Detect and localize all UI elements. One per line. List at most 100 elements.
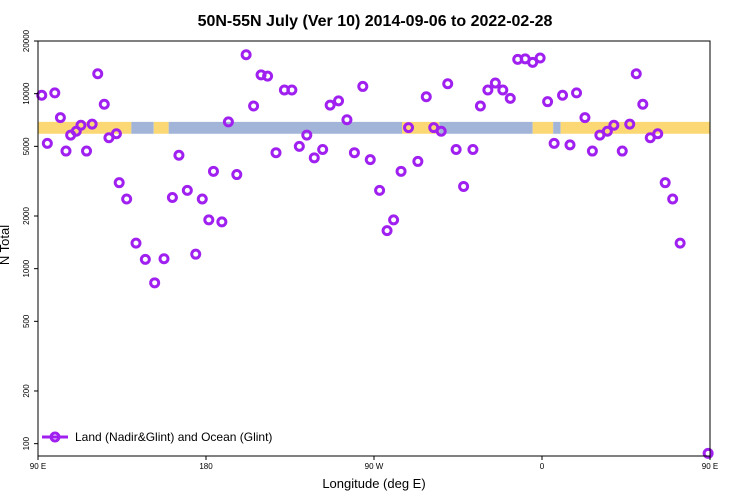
data-point bbox=[301, 129, 313, 141]
data-point bbox=[482, 84, 494, 96]
y-tick-label: 100 bbox=[22, 436, 31, 450]
band-segment-ocean bbox=[439, 121, 533, 134]
data-point bbox=[403, 122, 415, 134]
x-tick-label: 90 W bbox=[365, 462, 384, 471]
data-point bbox=[601, 125, 613, 137]
data-point bbox=[564, 139, 576, 151]
data-point bbox=[324, 99, 336, 111]
data-point bbox=[248, 100, 260, 112]
data-point bbox=[262, 70, 274, 82]
band-segment-ocean bbox=[131, 121, 154, 134]
data-point bbox=[54, 112, 66, 124]
legend-marker bbox=[49, 431, 61, 443]
x-tick-label: 90 E bbox=[30, 462, 46, 471]
data-point bbox=[181, 184, 193, 196]
data-point bbox=[222, 116, 234, 128]
data-point bbox=[149, 277, 161, 289]
data-point bbox=[381, 225, 393, 237]
x-tick-label: 0 bbox=[540, 462, 545, 471]
data-point bbox=[270, 147, 282, 159]
data-point bbox=[652, 128, 664, 140]
data-point bbox=[527, 56, 539, 68]
data-point bbox=[333, 95, 345, 107]
data-point bbox=[240, 49, 252, 61]
x-axis: 90 E 180 90 W 0 90 E bbox=[30, 456, 718, 471]
data-point bbox=[557, 89, 569, 101]
data-point bbox=[317, 143, 329, 155]
data-point bbox=[420, 91, 432, 103]
data-point bbox=[113, 177, 125, 189]
data-point bbox=[659, 177, 671, 189]
y-tick-label: 500 bbox=[22, 314, 31, 328]
x-tick-label: 180 bbox=[199, 462, 213, 471]
data-point bbox=[41, 137, 53, 149]
data-point bbox=[497, 84, 509, 96]
x-tick-label: 90 E bbox=[702, 462, 718, 471]
data-point bbox=[49, 87, 61, 99]
data-point bbox=[548, 137, 560, 149]
y-axis-label: N Total bbox=[0, 225, 12, 265]
data-point bbox=[667, 193, 679, 205]
data-point bbox=[450, 143, 462, 155]
data-points bbox=[36, 49, 714, 459]
data-point bbox=[341, 114, 353, 126]
data-point bbox=[121, 193, 133, 205]
band-segment-land bbox=[560, 121, 710, 134]
data-point bbox=[110, 128, 122, 140]
y-tick-label: 200 bbox=[22, 384, 31, 398]
data-point bbox=[357, 80, 369, 92]
data-point bbox=[489, 77, 501, 89]
chart-title: 50N-55N July (Ver 10) 2014-09-06 to 2022… bbox=[198, 13, 553, 30]
y-tick-label: 2000 bbox=[22, 207, 31, 225]
data-point bbox=[98, 98, 110, 110]
data-point bbox=[166, 192, 178, 204]
data-point bbox=[571, 87, 583, 99]
data-point bbox=[474, 100, 486, 112]
data-point bbox=[395, 165, 407, 177]
data-point bbox=[637, 98, 649, 110]
y-tick-label: 5000 bbox=[22, 137, 31, 155]
data-point bbox=[158, 253, 170, 265]
data-point bbox=[586, 145, 598, 157]
data-point bbox=[534, 52, 546, 64]
data-point bbox=[231, 169, 243, 181]
data-point bbox=[130, 237, 142, 249]
x-axis-label: Longitude (deg E) bbox=[322, 476, 425, 491]
data-point bbox=[75, 119, 87, 131]
data-point bbox=[608, 119, 620, 131]
data-point bbox=[60, 145, 72, 157]
data-point bbox=[293, 140, 305, 152]
data-point bbox=[458, 180, 470, 192]
data-point bbox=[92, 68, 104, 80]
data-point bbox=[435, 125, 447, 137]
data-point bbox=[374, 184, 386, 196]
data-point bbox=[348, 147, 360, 159]
data-point bbox=[467, 143, 479, 155]
legend: Land (Nadir&Glint) and Ocean (Glint) bbox=[42, 430, 272, 444]
data-point bbox=[504, 92, 516, 104]
data-point bbox=[173, 149, 185, 161]
data-point bbox=[216, 216, 228, 228]
band-segment-land bbox=[532, 121, 554, 134]
data-point bbox=[579, 112, 591, 124]
band-segment-ocean bbox=[553, 121, 561, 134]
data-point bbox=[190, 248, 202, 260]
data-point bbox=[702, 447, 714, 459]
data-point bbox=[616, 145, 628, 157]
band-segment-land bbox=[153, 121, 169, 134]
band-segment-ocean bbox=[168, 121, 402, 134]
data-point bbox=[207, 165, 219, 177]
data-point bbox=[542, 96, 554, 108]
y-axis: 100 200 500 1000 2000 5000 10000 20000 bbox=[22, 29, 38, 450]
data-point bbox=[388, 214, 400, 226]
band-segment-land bbox=[402, 121, 440, 134]
data-point bbox=[203, 214, 215, 226]
legend-entry: Land (Nadir&Glint) and Ocean (Glint) bbox=[75, 430, 272, 444]
data-point bbox=[442, 78, 454, 90]
data-point bbox=[624, 118, 636, 130]
data-point bbox=[308, 152, 320, 164]
data-point bbox=[86, 118, 98, 130]
y-tick-label: 20000 bbox=[22, 29, 31, 52]
